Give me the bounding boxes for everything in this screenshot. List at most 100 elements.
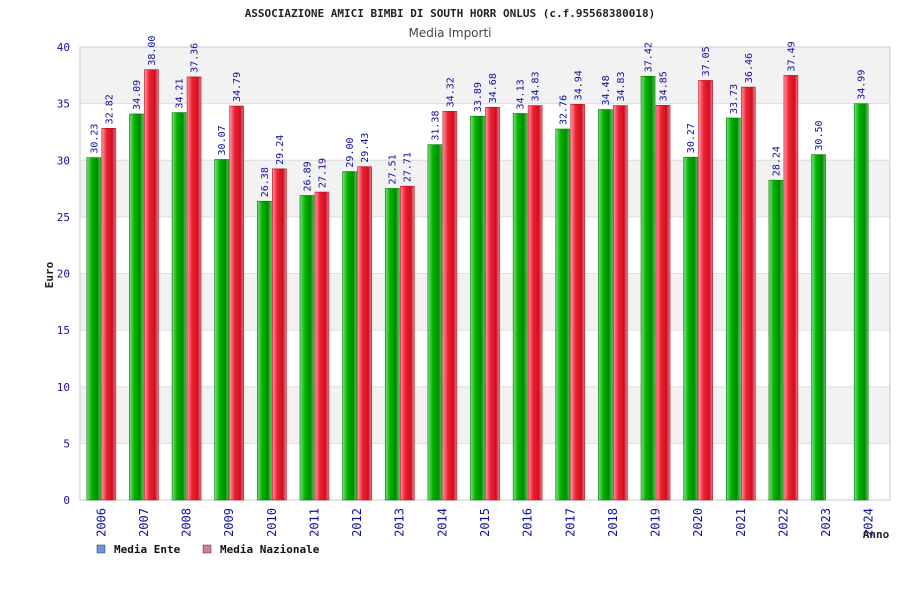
x-tick-label: 2013	[393, 508, 407, 537]
bar-media-ente-2019	[640, 75, 656, 501]
legend-label-media-nazionale: Media Nazionale	[220, 543, 320, 556]
value-label-media-ente-2024: 34.99	[857, 70, 868, 100]
bar-media-ente-2011	[299, 195, 315, 501]
grid-band	[80, 160, 890, 217]
value-label-media-nazionale-2009: 34.79	[232, 72, 243, 102]
x-axis-ticks: 2006 2007 2008 2009 2010 2011 2012 2013 2014 2015…	[94, 508, 875, 537]
value-label-media-ente-2023: 30.50	[814, 120, 825, 150]
bar-media-ente-2022	[768, 179, 784, 501]
x-tick-label: 2018	[606, 508, 620, 537]
bar-media-ente-2018	[598, 109, 613, 501]
x-tick-label: 2015	[478, 508, 492, 537]
legend-label-media-ente: Media Ente	[114, 543, 181, 556]
x-tick-label: 2023	[819, 508, 833, 537]
chart-title: ASSOCIAZIONE AMICI BIMBI DI SOUTH HORR O…	[245, 7, 656, 20]
bar-media-ente-2013	[384, 188, 400, 501]
bar-media-ente-2017	[555, 128, 571, 501]
value-label-media-ente-2009: 30.07	[217, 125, 228, 155]
value-label-media-ente-2018: 34.48	[601, 75, 612, 105]
bar-media-ente-2012	[342, 171, 357, 501]
value-label-media-ente-2010: 26.38	[260, 167, 271, 197]
grid-band	[80, 47, 890, 104]
bars-group	[86, 69, 869, 501]
y-tick-label: 40	[57, 41, 70, 54]
bar-media-nazionale-2022	[783, 75, 799, 501]
value-label-media-ente-2021: 33.73	[729, 84, 740, 114]
x-tick-label: 2017	[563, 508, 577, 537]
value-label-media-nazionale-2013: 27.71	[403, 152, 414, 182]
value-label-media-ente-2020: 30.27	[686, 123, 697, 153]
value-label-media-nazionale-2014: 34.32	[445, 77, 456, 107]
bar-media-nazionale-2009	[229, 105, 245, 501]
x-axis-label: Anno	[863, 528, 890, 541]
bar-media-ente-2006	[86, 157, 102, 501]
bar-media-nazionale-2007	[144, 69, 159, 501]
bar-media-nazionale-2021	[740, 86, 756, 501]
bar-media-nazionale-2019	[655, 105, 671, 501]
value-label-media-ente-2014: 31.38	[430, 111, 441, 141]
x-tick-label: 2007	[137, 508, 151, 537]
bar-media-nazionale-2006	[101, 128, 117, 501]
x-tick-label: 2021	[734, 508, 748, 537]
grid-band	[80, 330, 890, 387]
x-tick-label: 2009	[222, 508, 236, 537]
value-label-media-ente-2017: 32.76	[558, 95, 569, 125]
value-label-media-nazionale-2008: 37.36	[190, 43, 201, 73]
value-label-media-ente-2012: 29.00	[345, 137, 356, 167]
chart-subtitle: Media Importi	[408, 26, 491, 40]
y-axis-ticks: 0 5 10 15 20 25 30 35 40	[57, 41, 70, 507]
bar-media-nazionale-2010	[272, 168, 287, 501]
bar-media-ente-2021	[725, 117, 741, 501]
bar-media-nazionale-2018	[613, 105, 628, 501]
bar-media-ente-2008	[171, 112, 187, 501]
grid-band	[80, 273, 890, 331]
grid-band	[80, 103, 890, 161]
bar-media-nazionale-2012	[357, 166, 372, 501]
value-label-media-nazionale-2011: 27.19	[317, 158, 328, 188]
legend-swatch-media-ente	[96, 544, 106, 554]
value-label-media-nazionale-2007: 38.00	[147, 36, 158, 66]
bar-media-ente-2015	[470, 115, 485, 501]
y-tick-label: 25	[57, 211, 70, 224]
value-label-media-ente-2008: 34.21	[175, 78, 186, 108]
grid-band	[80, 216, 890, 274]
x-tick-label: 2024	[862, 508, 876, 537]
value-label-media-ente-2019: 37.42	[644, 42, 655, 72]
y-axis-label: Euro	[43, 261, 56, 288]
x-tick-label: 2010	[265, 508, 279, 537]
value-label-media-nazionale-2016: 34.83	[531, 71, 542, 101]
value-label-media-ente-2006: 30.23	[89, 124, 100, 154]
bar-media-ente-2016	[512, 113, 528, 501]
x-tick-label: 2008	[180, 508, 194, 537]
value-label-media-nazionale-2010: 29.24	[275, 135, 286, 165]
x-tick-label: 2014	[435, 508, 449, 537]
y-tick-label: 20	[57, 268, 70, 281]
legend-swatch-media-nazionale	[202, 544, 212, 554]
bar-media-nazionale-2015	[485, 106, 500, 501]
value-label-media-nazionale-2015: 34.68	[488, 73, 499, 103]
bar-media-ente-2014	[427, 144, 443, 501]
plot-area-frame	[79, 46, 891, 501]
value-label-media-nazionale-2018: 34.83	[616, 71, 627, 101]
bar-media-nazionale-2016	[527, 105, 543, 501]
y-tick-label: 0	[63, 494, 70, 507]
value-label-media-nazionale-2006: 32.82	[104, 94, 115, 124]
y-tick-label: 30	[57, 154, 70, 167]
legend: Media Ente Media Nazionale	[96, 543, 320, 556]
value-label-media-nazionale-2020: 37.05	[701, 46, 712, 76]
value-label-media-nazionale-2022: 37.49	[786, 41, 797, 71]
value-label-media-nazionale-2017: 34.94	[573, 70, 584, 100]
x-tick-label: 2019	[649, 508, 663, 537]
bar-media-nazionale-2020	[698, 80, 713, 501]
bar-media-ente-2023	[811, 154, 826, 501]
bar-media-nazionale-2008	[186, 76, 202, 501]
bar-media-ente-2024	[853, 103, 869, 501]
x-tick-label: 2022	[776, 508, 790, 537]
value-label-media-ente-2015: 33.89	[473, 82, 484, 112]
x-tick-label: 2012	[350, 508, 364, 537]
value-label-media-nazionale-2021: 36.46	[744, 53, 755, 83]
x-tick-label: 2011	[307, 508, 321, 537]
bar-media-ente-2020	[683, 156, 698, 501]
bar-media-nazionale-2017	[570, 104, 586, 501]
